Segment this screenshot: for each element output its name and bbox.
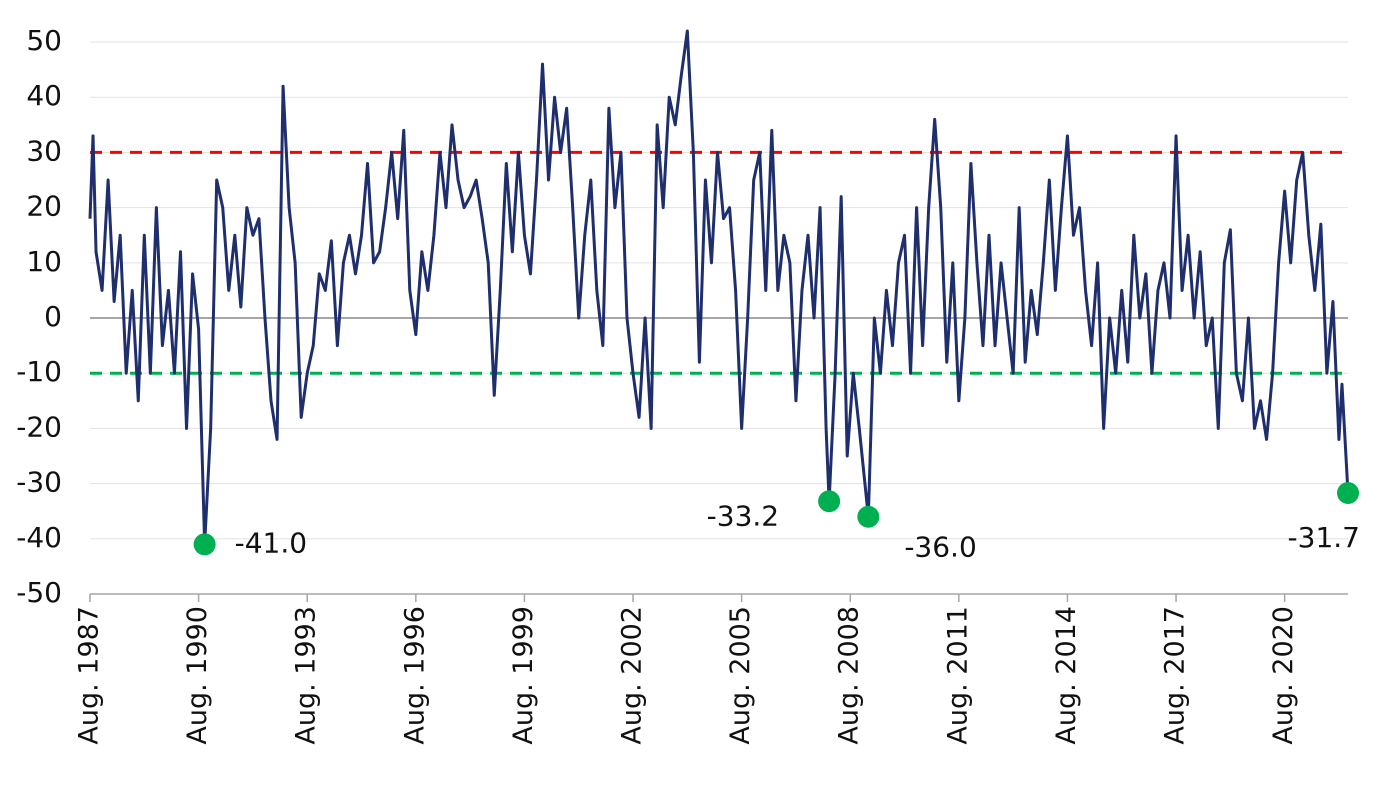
y-tick-label: -10 [16, 355, 62, 388]
x-tick-label: Aug. 1987 [74, 606, 105, 745]
point-label: -33.2 [707, 499, 779, 532]
highlight-point [818, 490, 841, 513]
x-tick-label: Aug. 2014 [1051, 606, 1082, 745]
x-tick-label: Aug. 2017 [1160, 606, 1191, 745]
y-tick-label: -40 [16, 521, 62, 554]
x-tick-label: Aug. 1993 [291, 606, 322, 745]
y-tick-label: -20 [16, 410, 62, 443]
y-tick-label: -50 [16, 576, 62, 609]
highlight-point [857, 505, 880, 528]
point-label: -36.0 [904, 531, 976, 564]
x-tick-label: Aug. 2002 [617, 606, 648, 745]
x-tick-label: Aug. 1996 [399, 606, 430, 745]
x-tick-label: Aug. 2008 [834, 606, 865, 745]
data-line [88, 29, 1350, 546]
y-tick-label: 40 [26, 79, 62, 112]
x-tick-label: Aug. 1990 [182, 606, 213, 745]
x-tick-label: Aug. 2020 [1268, 606, 1299, 745]
y-tick-label: 0 [44, 300, 62, 333]
highlight-point [1337, 481, 1359, 504]
y-tick-label: 30 [26, 134, 62, 167]
highlight-point [193, 533, 216, 556]
x-tick-label: Aug. 1999 [508, 606, 539, 745]
y-tick-label: -30 [16, 466, 62, 499]
x-tick-label: Aug. 2005 [725, 606, 756, 745]
point-label: -41.0 [235, 526, 307, 559]
point-label: -31.7 [1288, 521, 1360, 554]
y-tick-label: 20 [26, 190, 62, 223]
x-tick-label: Aug. 2011 [942, 606, 973, 745]
y-tick-label: 10 [26, 245, 62, 278]
y-tick-label: 50 [26, 24, 62, 57]
